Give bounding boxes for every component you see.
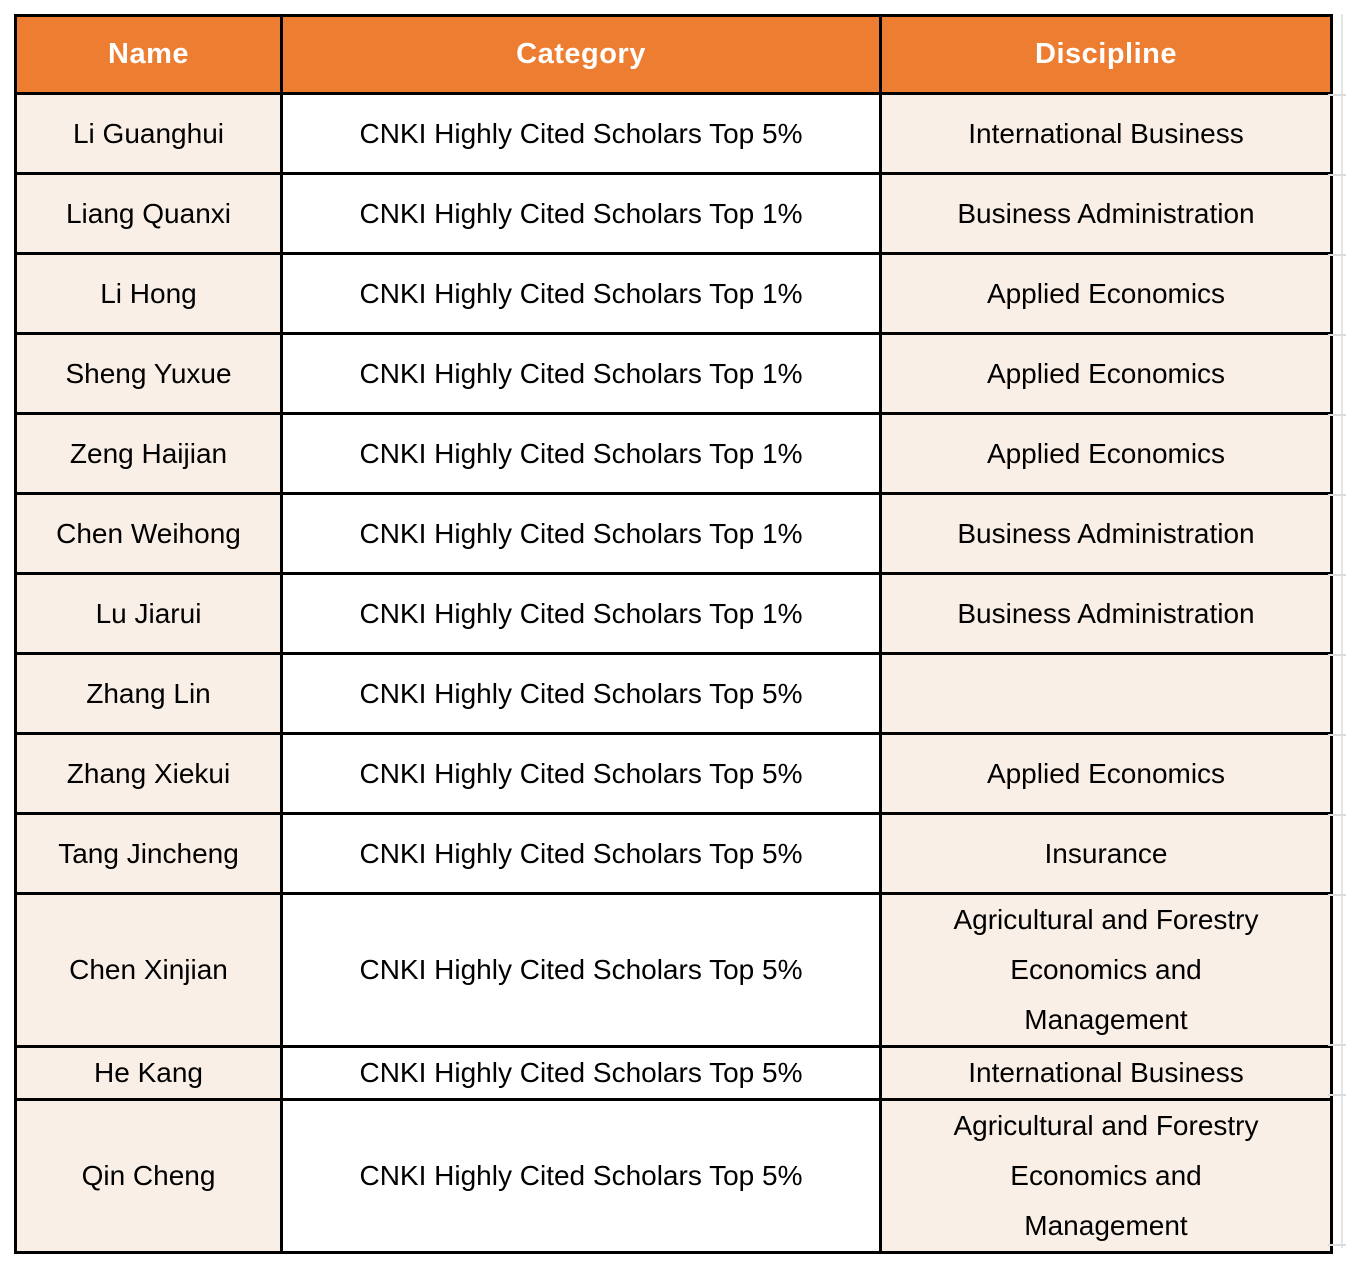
discipline-cell: Agricultural and Forestry Economics and …: [879, 1098, 1333, 1254]
header-row: Name Category Discipline: [14, 14, 1333, 95]
name-cell: Li Guanghui: [14, 92, 283, 175]
category-cell: CNKI Highly Cited Scholars Top 1%: [280, 252, 882, 335]
category-cell: CNKI Highly Cited Scholars Top 5%: [280, 1045, 882, 1101]
discipline-cell: Business Administration: [879, 172, 1333, 255]
category-cell: CNKI Highly Cited Scholars Top 5%: [280, 812, 882, 895]
category-cell: CNKI Highly Cited Scholars Top 5%: [280, 652, 882, 735]
category-cell: CNKI Highly Cited Scholars Top 5%: [280, 92, 882, 175]
name-cell: Zeng Haijian: [14, 412, 283, 495]
table-row: Chen Xinjian CNKI Highly Cited Scholars T…: [14, 892, 1333, 1048]
table-row: Liang Quanxi CNKI Highly Cited Scholars T…: [14, 172, 1333, 255]
name-cell: Chen Xinjian: [14, 892, 283, 1048]
table-row: Li Hong CNKI Highly Cited Scholars Top 1%…: [14, 252, 1333, 335]
table-row: Chen Weihong CNKI Highly Cited Scholars T…: [14, 492, 1333, 575]
table-row: Tang Jincheng CNKI Highly Cited Scholars …: [14, 812, 1333, 895]
table-row: Qin Cheng CNKI Highly Cited Scholars Top …: [14, 1098, 1333, 1254]
category-cell: CNKI Highly Cited Scholars Top 1%: [280, 172, 882, 255]
discipline-cell: Business Administration: [879, 492, 1333, 575]
gridline-vertical: [1341, 14, 1343, 1248]
header-cell-name: Name: [14, 14, 283, 95]
category-cell: CNKI Highly Cited Scholars Top 5%: [280, 732, 882, 815]
discipline-cell: International Business: [879, 1045, 1333, 1101]
name-cell: Lu Jiarui: [14, 572, 283, 655]
name-cell: Chen Weihong: [14, 492, 283, 575]
discipline-cell: Applied Economics: [879, 412, 1333, 495]
category-cell: CNKI Highly Cited Scholars Top 5%: [280, 1098, 882, 1254]
category-cell: CNKI Highly Cited Scholars Top 1%: [280, 492, 882, 575]
scholars-table: Name Category Discipline Li Guanghui CNKI…: [14, 14, 1333, 1254]
table-row: He Kang CNKI Highly Cited Scholars Top 5%…: [14, 1045, 1333, 1101]
name-cell: Li Hong: [14, 252, 283, 335]
name-cell: Sheng Yuxue: [14, 332, 283, 415]
discipline-cell: Agricultural and Forestry Economics and …: [879, 892, 1333, 1048]
table-row: Lu Jiarui CNKI Highly Cited Scholars Top …: [14, 572, 1333, 655]
name-cell: Zhang Xiekui: [14, 732, 283, 815]
discipline-cell: Applied Economics: [879, 332, 1333, 415]
name-cell: He Kang: [14, 1045, 283, 1101]
category-cell: CNKI Highly Cited Scholars Top 1%: [280, 412, 882, 495]
name-cell: Zhang Lin: [14, 652, 283, 735]
table-row: Sheng Yuxue CNKI Highly Cited Scholars To…: [14, 332, 1333, 415]
name-cell: Liang Quanxi: [14, 172, 283, 255]
category-cell: CNKI Highly Cited Scholars Top 1%: [280, 332, 882, 415]
discipline-cell: International Business: [879, 92, 1333, 175]
discipline-cell: [879, 652, 1333, 735]
discipline-cell: Insurance: [879, 812, 1333, 895]
name-cell: Tang Jincheng: [14, 812, 283, 895]
name-cell: Qin Cheng: [14, 1098, 283, 1254]
header-cell-discipline: Discipline: [879, 14, 1333, 95]
discipline-cell: Applied Economics: [879, 252, 1333, 335]
discipline-cell: Applied Economics: [879, 732, 1333, 815]
category-cell: CNKI Highly Cited Scholars Top 5%: [280, 892, 882, 1048]
discipline-cell: Business Administration: [879, 572, 1333, 655]
table-row: Zhang Xiekui CNKI Highly Cited Scholars T…: [14, 732, 1333, 815]
table-row: Zeng Haijian CNKI Highly Cited Scholars T…: [14, 412, 1333, 495]
table-row: Li Guanghui CNKI Highly Cited Scholars To…: [14, 92, 1333, 175]
table-body: Li Guanghui CNKI Highly Cited Scholars To…: [14, 92, 1333, 1254]
table-row: Zhang Lin CNKI Highly Cited Scholars Top …: [14, 652, 1333, 735]
table-header: Name Category Discipline: [14, 14, 1333, 95]
header-cell-category: Category: [280, 14, 882, 95]
category-cell: CNKI Highly Cited Scholars Top 1%: [280, 572, 882, 655]
